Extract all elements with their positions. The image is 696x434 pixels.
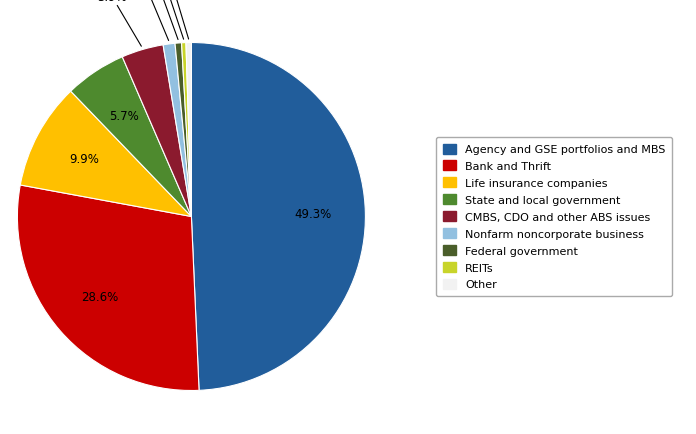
Text: 49.3%: 49.3% xyxy=(294,208,332,221)
Wedge shape xyxy=(182,43,191,217)
Wedge shape xyxy=(122,46,191,217)
Text: 28.6%: 28.6% xyxy=(81,290,118,303)
Wedge shape xyxy=(17,186,199,391)
Text: 0.6%: 0.6% xyxy=(144,0,178,40)
Text: 1.1%: 1.1% xyxy=(132,0,168,41)
Text: 9.9%: 9.9% xyxy=(69,153,99,166)
Wedge shape xyxy=(163,44,191,217)
Text: 3.9%: 3.9% xyxy=(97,0,141,47)
Wedge shape xyxy=(191,43,365,391)
Wedge shape xyxy=(20,92,191,217)
Wedge shape xyxy=(186,43,191,217)
Wedge shape xyxy=(175,44,191,217)
Text: 0.5%: 0.5% xyxy=(158,0,189,40)
Wedge shape xyxy=(71,58,191,217)
Text: 5.7%: 5.7% xyxy=(109,109,139,122)
Legend: Agency and GSE portfolios and MBS, Bank and Thrift, Life insurance companies, St: Agency and GSE portfolios and MBS, Bank … xyxy=(436,138,672,296)
Text: 0.4%: 0.4% xyxy=(152,0,184,40)
